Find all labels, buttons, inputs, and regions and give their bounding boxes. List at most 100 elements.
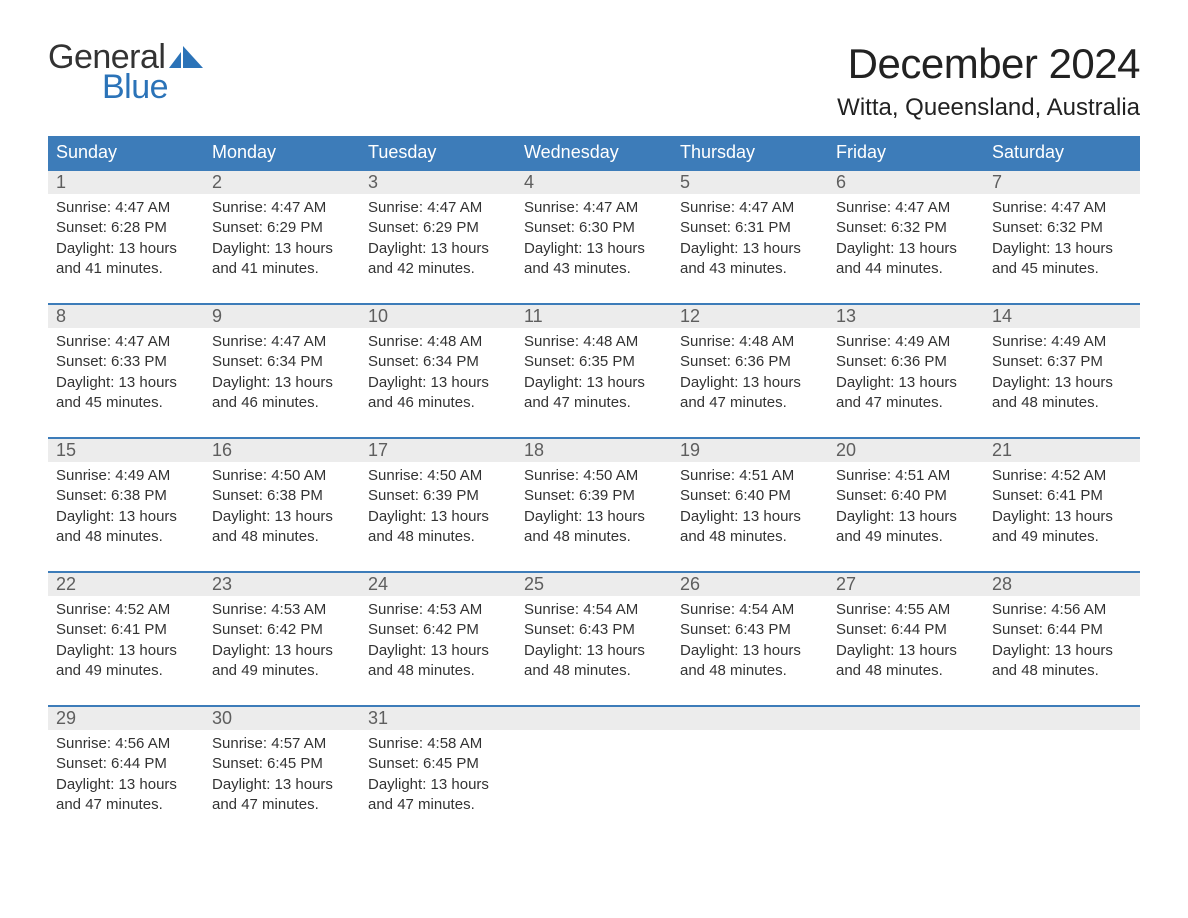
calendar-day-cell: 2Sunrise: 4:47 AMSunset: 6:29 PMDaylight…: [204, 170, 360, 286]
calendar-day-cell: 5Sunrise: 4:47 AMSunset: 6:31 PMDaylight…: [672, 170, 828, 286]
sunset-line: Sunset: 6:30 PM: [524, 218, 664, 238]
calendar-table: SundayMondayTuesdayWednesdayThursdayFrid…: [48, 136, 1140, 822]
day-number: 30: [204, 707, 360, 730]
daylight-line: Daylight: 13 hours and 48 minutes.: [56, 507, 196, 548]
sunrise-line: Sunrise: 4:49 AM: [836, 332, 976, 352]
title-block: December 2024 Witta, Queensland, Austral…: [837, 40, 1140, 122]
daylight-line: Daylight: 13 hours and 48 minutes.: [368, 641, 508, 682]
daylight-line: Daylight: 13 hours and 48 minutes.: [212, 507, 352, 548]
day-details: Sunrise: 4:47 AMSunset: 6:29 PMDaylight:…: [204, 194, 360, 286]
day-number: 18: [516, 439, 672, 462]
day-number: 29: [48, 707, 204, 730]
daylight-line: Daylight: 13 hours and 47 minutes.: [680, 373, 820, 414]
daylight-line: Daylight: 13 hours and 49 minutes.: [992, 507, 1132, 548]
day-number: 5: [672, 171, 828, 194]
sunrise-line: Sunrise: 4:47 AM: [212, 332, 352, 352]
sunset-line: Sunset: 6:38 PM: [56, 486, 196, 506]
sunset-line: Sunset: 6:39 PM: [368, 486, 508, 506]
daylight-line: Daylight: 13 hours and 45 minutes.: [992, 239, 1132, 280]
sunset-line: Sunset: 6:42 PM: [212, 620, 352, 640]
week-spacer: [48, 286, 1140, 304]
sunrise-line: Sunrise: 4:51 AM: [836, 466, 976, 486]
sunrise-line: Sunrise: 4:49 AM: [56, 466, 196, 486]
weekday-header: Saturday: [984, 136, 1140, 170]
day-number: 28: [984, 573, 1140, 596]
day-details: Sunrise: 4:48 AMSunset: 6:34 PMDaylight:…: [360, 328, 516, 420]
sunset-line: Sunset: 6:32 PM: [836, 218, 976, 238]
calendar-week-row: 29Sunrise: 4:56 AMSunset: 6:44 PMDayligh…: [48, 706, 1140, 822]
daylight-line: Daylight: 13 hours and 49 minutes.: [212, 641, 352, 682]
day-number: 11: [516, 305, 672, 328]
sunrise-line: Sunrise: 4:48 AM: [524, 332, 664, 352]
sunset-line: Sunset: 6:42 PM: [368, 620, 508, 640]
daylight-line: Daylight: 13 hours and 49 minutes.: [836, 507, 976, 548]
sunrise-line: Sunrise: 4:47 AM: [992, 198, 1132, 218]
calendar-day-cell: 12Sunrise: 4:48 AMSunset: 6:36 PMDayligh…: [672, 304, 828, 420]
sunrise-line: Sunrise: 4:47 AM: [524, 198, 664, 218]
calendar-day-cell: 24Sunrise: 4:53 AMSunset: 6:42 PMDayligh…: [360, 572, 516, 688]
sunrise-line: Sunrise: 4:54 AM: [680, 600, 820, 620]
sunrise-line: Sunrise: 4:48 AM: [368, 332, 508, 352]
sunset-line: Sunset: 6:45 PM: [368, 754, 508, 774]
logo: General Blue: [48, 40, 203, 105]
sunset-line: Sunset: 6:34 PM: [368, 352, 508, 372]
day-number: 16: [204, 439, 360, 462]
sunrise-line: Sunrise: 4:57 AM: [212, 734, 352, 754]
day-details: Sunrise: 4:48 AMSunset: 6:36 PMDaylight:…: [672, 328, 828, 420]
day-number: 22: [48, 573, 204, 596]
week-spacer: [48, 688, 1140, 706]
calendar-day-cell: 13Sunrise: 4:49 AMSunset: 6:36 PMDayligh…: [828, 304, 984, 420]
sunrise-line: Sunrise: 4:55 AM: [836, 600, 976, 620]
sunset-line: Sunset: 6:44 PM: [836, 620, 976, 640]
day-details: Sunrise: 4:50 AMSunset: 6:38 PMDaylight:…: [204, 462, 360, 554]
calendar-week-row: 22Sunrise: 4:52 AMSunset: 6:41 PMDayligh…: [48, 572, 1140, 688]
calendar-day-cell: 22Sunrise: 4:52 AMSunset: 6:41 PMDayligh…: [48, 572, 204, 688]
sunset-line: Sunset: 6:40 PM: [680, 486, 820, 506]
day-details: Sunrise: 4:52 AMSunset: 6:41 PMDaylight:…: [48, 596, 204, 688]
daylight-line: Daylight: 13 hours and 48 minutes.: [992, 641, 1132, 682]
sunset-line: Sunset: 6:40 PM: [836, 486, 976, 506]
sunrise-line: Sunrise: 4:58 AM: [368, 734, 508, 754]
day-number: 4: [516, 171, 672, 194]
sunrise-line: Sunrise: 4:47 AM: [56, 332, 196, 352]
sunset-line: Sunset: 6:39 PM: [524, 486, 664, 506]
daylight-line: Daylight: 13 hours and 44 minutes.: [836, 239, 976, 280]
sunset-line: Sunset: 6:43 PM: [680, 620, 820, 640]
daylight-line: Daylight: 13 hours and 42 minutes.: [368, 239, 508, 280]
sunrise-line: Sunrise: 4:49 AM: [992, 332, 1132, 352]
weekday-header: Sunday: [48, 136, 204, 170]
daylight-line: Daylight: 13 hours and 48 minutes.: [680, 507, 820, 548]
day-number: 23: [204, 573, 360, 596]
calendar-day-cell: 18Sunrise: 4:50 AMSunset: 6:39 PMDayligh…: [516, 438, 672, 554]
calendar-day-cell: 8Sunrise: 4:47 AMSunset: 6:33 PMDaylight…: [48, 304, 204, 420]
day-number: 25: [516, 573, 672, 596]
day-number: 26: [672, 573, 828, 596]
weekday-header: Friday: [828, 136, 984, 170]
calendar-day-cell: 3Sunrise: 4:47 AMSunset: 6:29 PMDaylight…: [360, 170, 516, 286]
sunset-line: Sunset: 6:37 PM: [992, 352, 1132, 372]
calendar-day-cell: 19Sunrise: 4:51 AMSunset: 6:40 PMDayligh…: [672, 438, 828, 554]
sunrise-line: Sunrise: 4:47 AM: [368, 198, 508, 218]
day-details: Sunrise: 4:50 AMSunset: 6:39 PMDaylight:…: [516, 462, 672, 554]
day-details: Sunrise: 4:49 AMSunset: 6:36 PMDaylight:…: [828, 328, 984, 420]
day-details: Sunrise: 4:51 AMSunset: 6:40 PMDaylight:…: [672, 462, 828, 554]
day-number: 14: [984, 305, 1140, 328]
day-number: 8: [48, 305, 204, 328]
sunrise-line: Sunrise: 4:50 AM: [368, 466, 508, 486]
sunrise-line: Sunrise: 4:56 AM: [992, 600, 1132, 620]
day-details: Sunrise: 4:47 AMSunset: 6:30 PMDaylight:…: [516, 194, 672, 286]
sunset-line: Sunset: 6:28 PM: [56, 218, 196, 238]
calendar-day-cell: 31Sunrise: 4:58 AMSunset: 6:45 PMDayligh…: [360, 706, 516, 822]
calendar-week-row: 15Sunrise: 4:49 AMSunset: 6:38 PMDayligh…: [48, 438, 1140, 554]
sunset-line: Sunset: 6:44 PM: [992, 620, 1132, 640]
calendar-day-cell: 15Sunrise: 4:49 AMSunset: 6:38 PMDayligh…: [48, 438, 204, 554]
calendar-week-row: 1Sunrise: 4:47 AMSunset: 6:28 PMDaylight…: [48, 170, 1140, 286]
calendar-day-cell: 29Sunrise: 4:56 AMSunset: 6:44 PMDayligh…: [48, 706, 204, 822]
day-number: 9: [204, 305, 360, 328]
calendar-day-cell: [828, 706, 984, 822]
day-number: 6: [828, 171, 984, 194]
sunset-line: Sunset: 6:44 PM: [56, 754, 196, 774]
day-details: Sunrise: 4:57 AMSunset: 6:45 PMDaylight:…: [204, 730, 360, 822]
sunset-line: Sunset: 6:35 PM: [524, 352, 664, 372]
daylight-line: Daylight: 13 hours and 48 minutes.: [368, 507, 508, 548]
